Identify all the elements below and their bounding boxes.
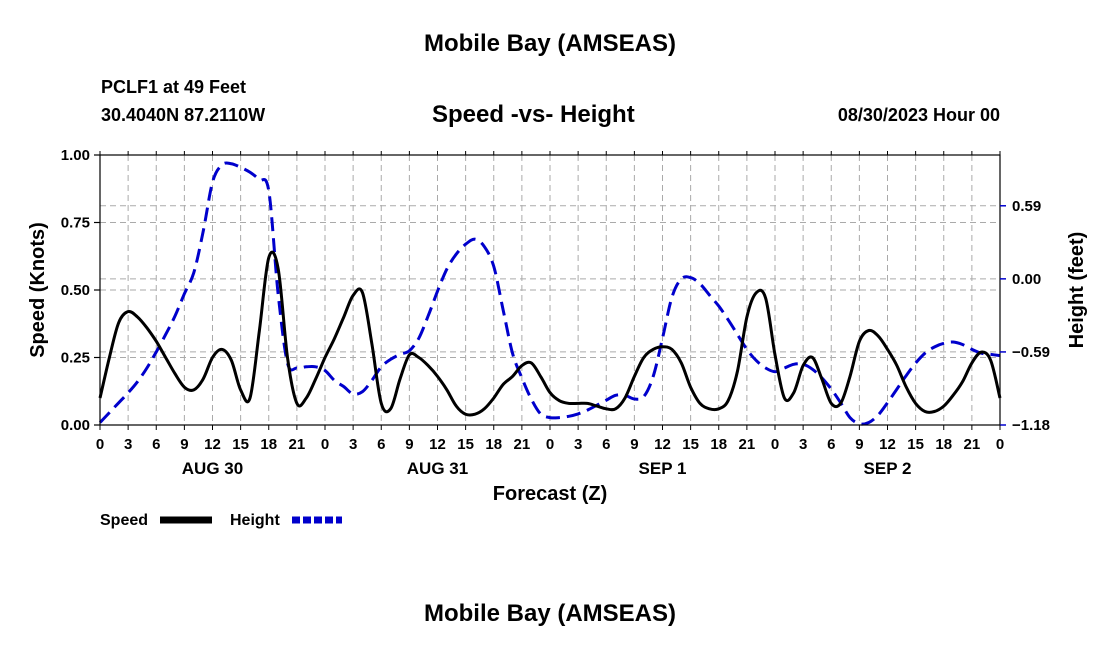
legend: Speed Height <box>100 512 342 529</box>
x-tick-label: 9 <box>630 436 638 453</box>
y2-axis-label: Height (feet) <box>1066 232 1088 349</box>
grid-lines <box>100 155 1000 425</box>
x-tick-label: 12 <box>879 436 896 453</box>
x-tick-label: 6 <box>152 436 160 453</box>
y-tick-label: 1.00 <box>61 147 90 164</box>
x-tick-label: 18 <box>935 436 952 453</box>
y-tick-label: 0.75 <box>61 215 90 232</box>
forecast-time: 08/30/2023 Hour 00 <box>837 105 1000 125</box>
x-tick-label: 0 <box>546 436 554 453</box>
x-day-label: AUG 31 <box>407 459 468 478</box>
x-tick-label: 3 <box>574 436 582 453</box>
x-tick-label: 6 <box>602 436 610 453</box>
axes: 0.00 0.25 0.50 0.75 1.00 0.59 0.00 −0.59 −1.18 0 3… <box>61 147 1050 478</box>
station-label: PCLF1 at 49 Feet <box>101 77 247 97</box>
y-tick-label: 0.25 <box>61 350 90 367</box>
x-axis-label: Forecast (Z) <box>493 483 607 505</box>
x-day-label: SEP 2 <box>864 459 912 478</box>
series-line-speed <box>98 250 1002 417</box>
x-tick-label: 12 <box>654 436 671 453</box>
legend-label-speed: Speed <box>100 512 148 529</box>
x-tick-label: 0 <box>96 436 104 453</box>
series-line-height <box>98 161 1001 426</box>
x-tick-label: 21 <box>514 436 531 453</box>
chart-bottom-title: Mobile Bay (AMSEAS) <box>423 600 677 627</box>
x-day-label: AUG 30 <box>182 459 243 478</box>
x-tick-label: 15 <box>232 436 249 453</box>
x-tick-label: 12 <box>204 436 221 453</box>
x-tick-label: 6 <box>377 436 385 453</box>
y2-tick-label: −0.59 <box>1012 344 1050 361</box>
x-tick-label: 9 <box>180 436 188 453</box>
x-tick-label: 15 <box>907 436 924 453</box>
y-tick-label: 0.00 <box>61 417 90 434</box>
x-tick-label: 18 <box>485 436 502 453</box>
legend-label-height: Height <box>230 512 280 529</box>
x-tick-label: 18 <box>710 436 727 453</box>
x-tick-label: 9 <box>855 436 863 453</box>
station-coordinates: 30.4040N 87.2110W <box>101 105 266 125</box>
x-tick-label: 0 <box>996 436 1004 453</box>
x-tick-label: 9 <box>405 436 413 453</box>
x-tick-label: 15 <box>457 436 474 453</box>
chart-subtitle: Speed -vs- Height <box>432 101 635 128</box>
x-day-label: SEP 1 <box>639 459 687 478</box>
x-tick-label: 21 <box>739 436 756 453</box>
y2-tick-label: 0.00 <box>1012 271 1041 288</box>
y2-tick-label: −1.18 <box>1012 417 1050 434</box>
x-tick-label: 15 <box>682 436 699 453</box>
x-tick-label: 6 <box>827 436 835 453</box>
x-tick-label: 3 <box>349 436 357 453</box>
x-tick-label: 18 <box>260 436 277 453</box>
y-tick-label: 0.50 <box>61 282 90 299</box>
x-tick-label: 0 <box>771 436 779 453</box>
y-axis-label: Speed (Knots) <box>27 222 49 358</box>
x-tick-label: 12 <box>429 436 446 453</box>
chart-main-title: Mobile Bay (AMSEAS) <box>423 30 677 57</box>
x-tick-label: 21 <box>964 436 981 453</box>
y2-tick-label: 0.59 <box>1012 198 1041 215</box>
x-tick-label: 3 <box>124 436 132 453</box>
x-tick-label: 0 <box>321 436 329 453</box>
x-tick-label: 21 <box>289 436 306 453</box>
x-tick-label: 3 <box>799 436 807 453</box>
